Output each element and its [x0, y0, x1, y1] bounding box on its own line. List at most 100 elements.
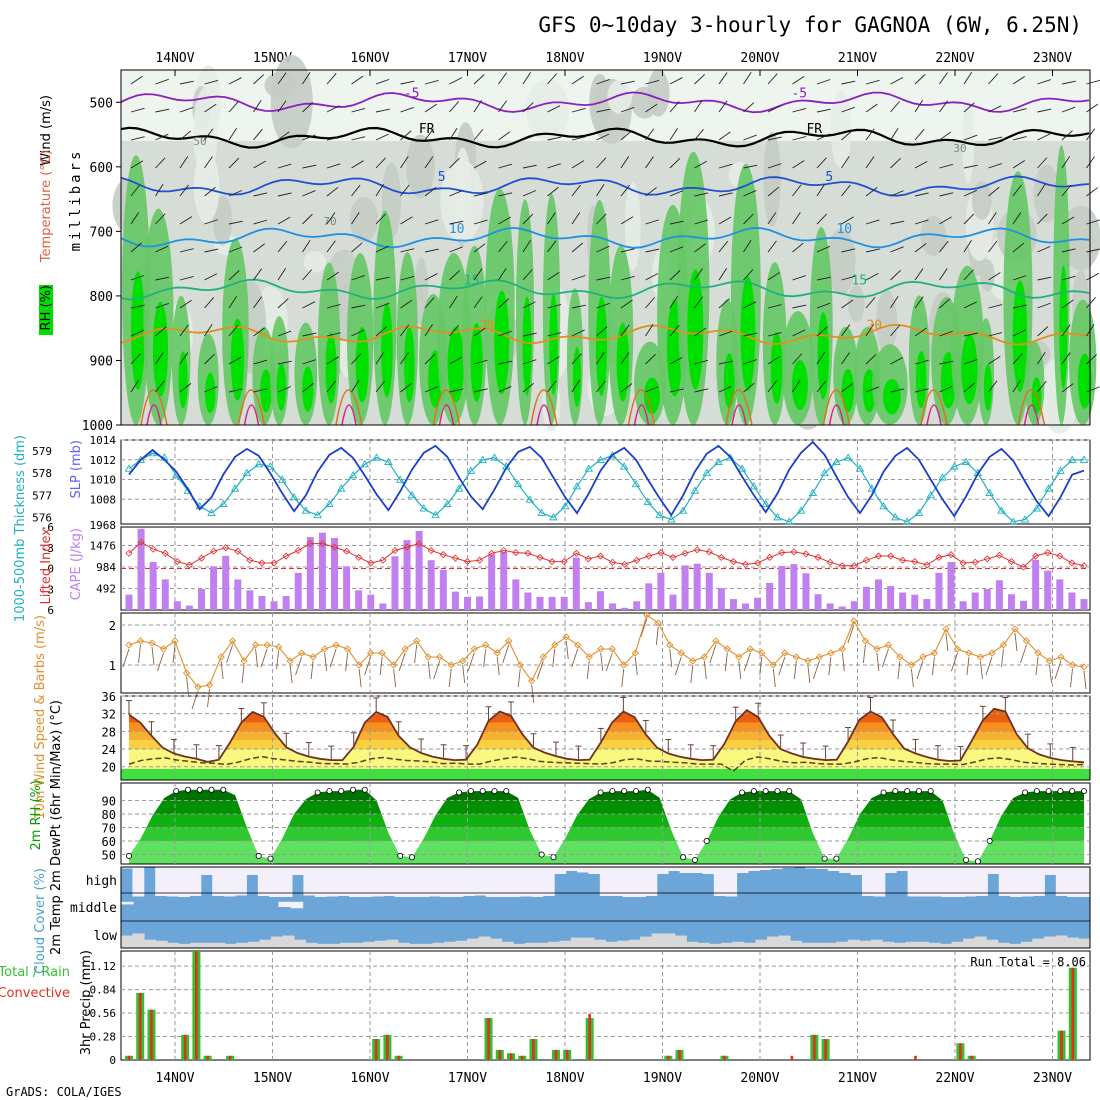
cape-bar	[415, 530, 423, 610]
wind-barb	[841, 130, 853, 141]
rh-tick-label: 80	[102, 808, 116, 822]
wind-barb	[939, 298, 951, 309]
precip-frame	[120, 950, 1091, 1061]
temp-30-contour	[828, 404, 845, 426]
precip-convective-bar	[195, 951, 198, 1060]
cape-bar	[524, 592, 532, 610]
cloud-cell	[337, 867, 350, 896]
cloud-level-label: high	[86, 874, 117, 889]
thickness-point	[384, 457, 393, 466]
cloud-cell	[270, 936, 283, 948]
wind-barb	[302, 190, 316, 197]
cape-bar	[923, 599, 931, 610]
wind-barb	[1086, 187, 1098, 197]
cape-bar	[439, 569, 447, 610]
wind-barb	[816, 380, 827, 393]
wind-barb	[914, 129, 925, 141]
slp-thickness-panel: 1008 1010 1012 1014 576 577 578 579 1968	[32, 434, 1091, 532]
wind-barb	[718, 240, 729, 253]
rh-contour-label: 50	[193, 135, 206, 148]
wind-barb	[620, 352, 630, 365]
thickness-point	[879, 501, 888, 510]
slp-bottom-label: 1968	[90, 519, 117, 532]
top-date-label: 14NOV	[155, 51, 194, 66]
wind-barb	[289, 664, 293, 684]
thickness-point	[702, 468, 711, 477]
cloud-cell	[570, 937, 583, 948]
temp-line	[128, 707, 1085, 764]
wind-barb	[1061, 184, 1072, 197]
cloud-cell	[280, 867, 293, 897]
wind-barb	[767, 380, 777, 393]
cloud-cell	[605, 941, 618, 948]
rh-saturated-core	[1059, 265, 1068, 389]
wind-barb	[522, 239, 531, 253]
cape-bar	[584, 602, 592, 610]
wind-barb	[669, 246, 684, 253]
wind-barb	[424, 297, 435, 309]
wind-barb	[207, 688, 210, 708]
li-point	[512, 549, 520, 557]
wind-barb	[694, 359, 709, 365]
rh-saturated-core	[595, 296, 608, 396]
rh-point	[632, 788, 639, 795]
wind-speed-point	[585, 653, 593, 661]
wind-speed-point	[136, 637, 145, 645]
thickness-point	[254, 459, 263, 468]
thickness-point	[277, 475, 287, 483]
wind-barb	[253, 74, 265, 85]
rh-saturated-core	[302, 366, 314, 412]
cloud-cell	[474, 867, 487, 896]
wind-barb	[634, 656, 638, 676]
wind-barb	[400, 299, 413, 309]
cloud-cell	[651, 933, 664, 948]
wind-barb	[228, 246, 243, 253]
wind-barb	[718, 163, 733, 169]
rh-point	[892, 788, 899, 795]
wind-barb	[498, 360, 513, 365]
wind-barb	[375, 213, 386, 225]
wind-speed-point	[654, 619, 662, 627]
wind-barb	[792, 212, 801, 225]
wind-barb	[277, 100, 287, 113]
wind-speed-point	[884, 641, 893, 649]
thickness-point	[443, 499, 452, 508]
cloud-cell	[314, 867, 327, 897]
slp-tick-label: 1008	[90, 493, 117, 506]
wind-speed-point	[666, 641, 674, 649]
cloud-cell	[941, 867, 954, 897]
wind-speed-point	[896, 653, 904, 661]
cloud-cell	[440, 867, 453, 897]
wind-barb	[157, 652, 164, 672]
cloud-cell	[702, 867, 715, 874]
wind-speed-point	[608, 645, 616, 653]
rh-shade	[193, 151, 220, 223]
thickness-point	[608, 451, 617, 459]
cloud-cell	[697, 942, 710, 948]
wind-barb	[767, 186, 780, 197]
li-point	[173, 558, 181, 566]
wind-barb	[473, 327, 486, 337]
wind-speed-point	[781, 649, 789, 657]
wind-barb	[694, 100, 703, 113]
wind-barb	[596, 183, 605, 197]
li-point	[294, 546, 302, 555]
wind-barb	[847, 624, 855, 644]
top-date-label: 21NOV	[838, 51, 877, 66]
wind-barb	[302, 301, 316, 309]
cloud-cell	[907, 867, 920, 897]
li-point	[367, 559, 375, 567]
upper-temp-label: Temperature (°C)	[39, 150, 54, 263]
wind-barb	[1012, 242, 1025, 253]
dewpoint-line	[128, 755, 1085, 773]
rh-saturated-core	[204, 372, 216, 414]
thickness-point	[820, 468, 829, 477]
wind-barb	[669, 270, 681, 281]
cloud-frame	[120, 866, 1091, 949]
wind-barb	[400, 156, 409, 169]
wind-barb	[375, 78, 390, 85]
cloud-cell	[292, 867, 304, 875]
rh-shade	[848, 285, 865, 323]
thickness-point	[914, 508, 924, 516]
rh-point	[1069, 788, 1076, 795]
